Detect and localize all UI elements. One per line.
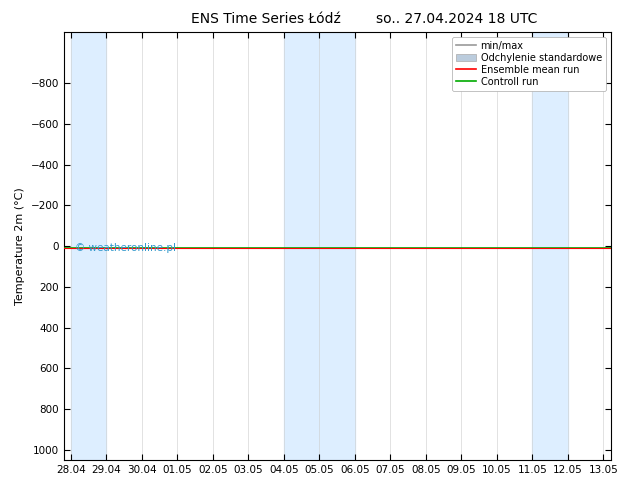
- Bar: [284, 32, 355, 460]
- Bar: [533, 32, 568, 460]
- Legend: min/max, Odchylenie standardowe, Ensemble mean run, Controll run: min/max, Odchylenie standardowe, Ensembl…: [452, 37, 605, 91]
- Y-axis label: Temperature 2m (°C): Temperature 2m (°C): [15, 187, 25, 305]
- Text: © weatheronline.pl: © weatheronline.pl: [75, 243, 176, 253]
- Text: so.. 27.04.2024 18 UTC: so.. 27.04.2024 18 UTC: [376, 12, 537, 26]
- Text: ENS Time Series Łódź: ENS Time Series Łódź: [191, 12, 341, 26]
- Bar: [71, 32, 107, 460]
